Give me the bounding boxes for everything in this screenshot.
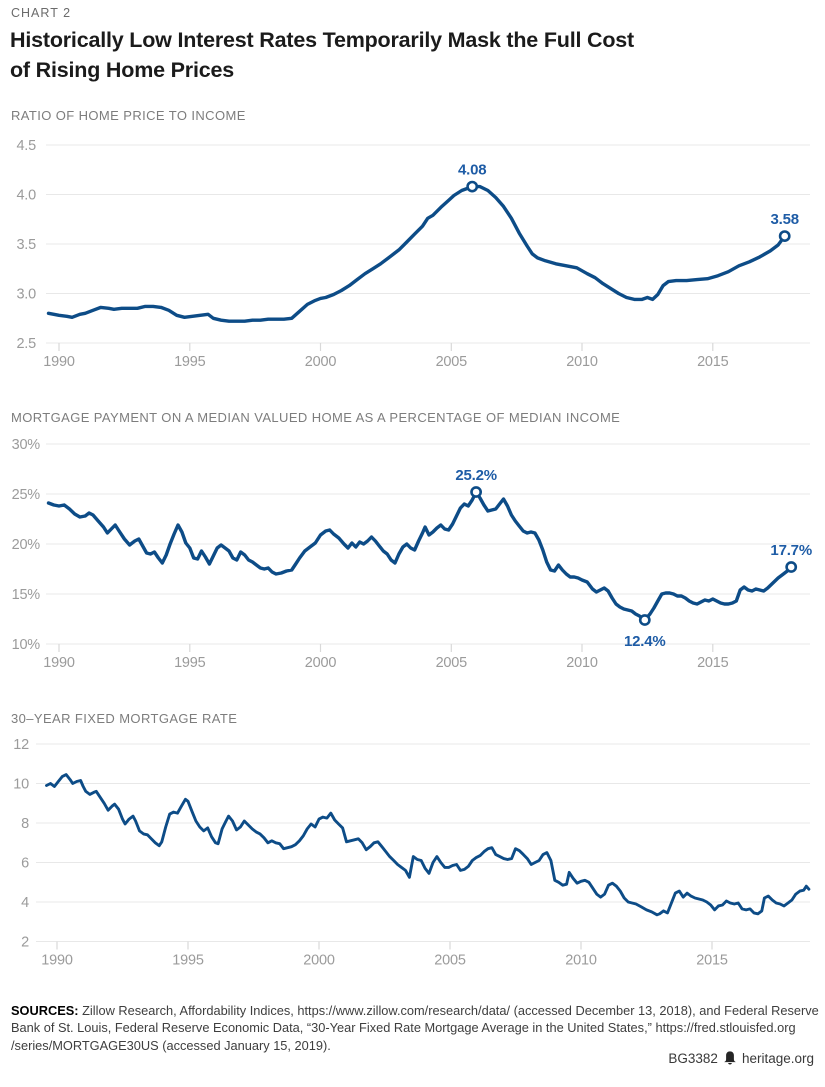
data-point-marker [466, 180, 479, 193]
y-axis-tick-label: 20% [12, 537, 41, 553]
chart-kicker: CHART 2 [11, 6, 72, 20]
y-axis-tick-label: 4.0 [16, 188, 36, 204]
y-axis-tick-label: 12 [13, 737, 29, 753]
title-line-2: of Rising Home Prices [10, 58, 234, 82]
data-point-marker [470, 486, 482, 498]
page-title: Historically Low Interest Rates Temporar… [10, 25, 634, 85]
x-axis-tick-label: 1995 [174, 655, 206, 671]
y-axis-tick-label: 6 [21, 856, 29, 872]
y-axis-tick-label: 2 [21, 935, 29, 951]
data-point-label: 3.58 [770, 211, 798, 228]
sources-label: SOURCES: [11, 1003, 79, 1018]
y-axis-tick-label: 10 [13, 777, 29, 793]
data-point-label: 12.4% [624, 633, 666, 650]
x-axis-tick-label: 2005 [436, 354, 468, 370]
y-axis-tick-label: 25% [12, 487, 41, 503]
data-point-marker [638, 614, 651, 626]
y-axis-tick-label: 8 [21, 816, 29, 832]
x-axis-tick-label: 1995 [172, 953, 204, 969]
title-line-1: Historically Low Interest Rates Temporar… [10, 28, 635, 52]
data-series-line [46, 184, 787, 323]
data-series-line [45, 773, 811, 917]
x-axis-tick-label: 2000 [303, 953, 335, 969]
home-price-to-income-chart: 4.5 4.0 3.5 3.0 2.5 1990 1995 2000 2005 2010 2015 4… [16, 138, 810, 370]
y-axis-tick-label: 2.5 [16, 336, 36, 352]
x-axis-tick-label: 2010 [566, 655, 598, 671]
x-axis-tick-label: 2010 [566, 354, 598, 370]
y-axis-tick-label: 4 [21, 895, 29, 911]
data-point-label: 25.2% [455, 467, 497, 484]
sources-line: SOURCES: Zillow Research, Affordability … [11, 1002, 819, 1019]
data-point-marker [785, 561, 798, 573]
thirty-year-fixed-rate-chart: 12 10 8 6 4 2 1990 1995 2000 2005 2010 2015 [13, 737, 811, 969]
sources-line: Bank of St. Louis, Federal Reserve Econo… [11, 1020, 796, 1036]
x-axis-tick-label: 1990 [41, 953, 73, 969]
x-axis-tick-label: 2010 [565, 953, 597, 969]
heritage-site-label: heritage.org [741, 1051, 814, 1066]
y-axis-tick-label: 3.0 [16, 287, 36, 303]
x-axis-tick-label: 2000 [305, 655, 337, 671]
panel-title-mortgage-payment-share: MORTGAGE PAYMENT ON A MEDIAN VALUED HOME… [11, 410, 621, 425]
x-axis-tick-label: 2015 [697, 354, 729, 370]
y-axis-tick-label: 15% [12, 587, 41, 603]
data-point-marker [778, 230, 791, 242]
footer-id-line: BG3382 heritage.org [668, 1051, 814, 1066]
data-point-label: 17.7% [770, 542, 812, 559]
y-axis-tick-label: 4.5 [16, 138, 36, 154]
document-id: BG3382 [668, 1051, 718, 1066]
data-series-line [46, 490, 793, 622]
x-axis-tick-label: 2015 [696, 953, 728, 969]
sources-line: /series/MORTGAGE30US (accessed January 1… [11, 1037, 331, 1053]
x-axis-tick-label: 2000 [305, 354, 337, 370]
y-axis-tick-label: 3.5 [16, 237, 36, 253]
x-axis-tick-label: 2005 [434, 953, 466, 969]
sources-text-1: Zillow Research, Affordability Indices, … [82, 1003, 819, 1018]
panel-title-home-price-income-ratio: RATIO OF HOME PRICE TO INCOME [11, 108, 246, 123]
x-axis-tick-label: 1990 [43, 354, 75, 370]
panel-title-mortgage-rate: 30–YEAR FIXED MORTGAGE RATE [11, 711, 238, 726]
x-axis-tick-label: 2015 [697, 655, 729, 671]
y-axis-tick-label: 30% [12, 437, 41, 453]
x-axis-tick-label: 1990 [43, 655, 75, 671]
x-axis-tick-label: 1995 [174, 354, 206, 370]
sources-note: SOURCES: Zillow Research, Affordability … [11, 1002, 819, 1054]
data-point-label: 4.08 [458, 162, 486, 179]
y-axis-tick-label: 10% [12, 637, 41, 653]
mortgage-payment-share-chart: 30% 25% 20% 15% 10%1990 1995 2000 2005 2010 2015 2… [12, 437, 813, 671]
heritage-bell-icon [724, 1051, 736, 1065]
x-axis-tick-label: 2005 [436, 655, 468, 671]
